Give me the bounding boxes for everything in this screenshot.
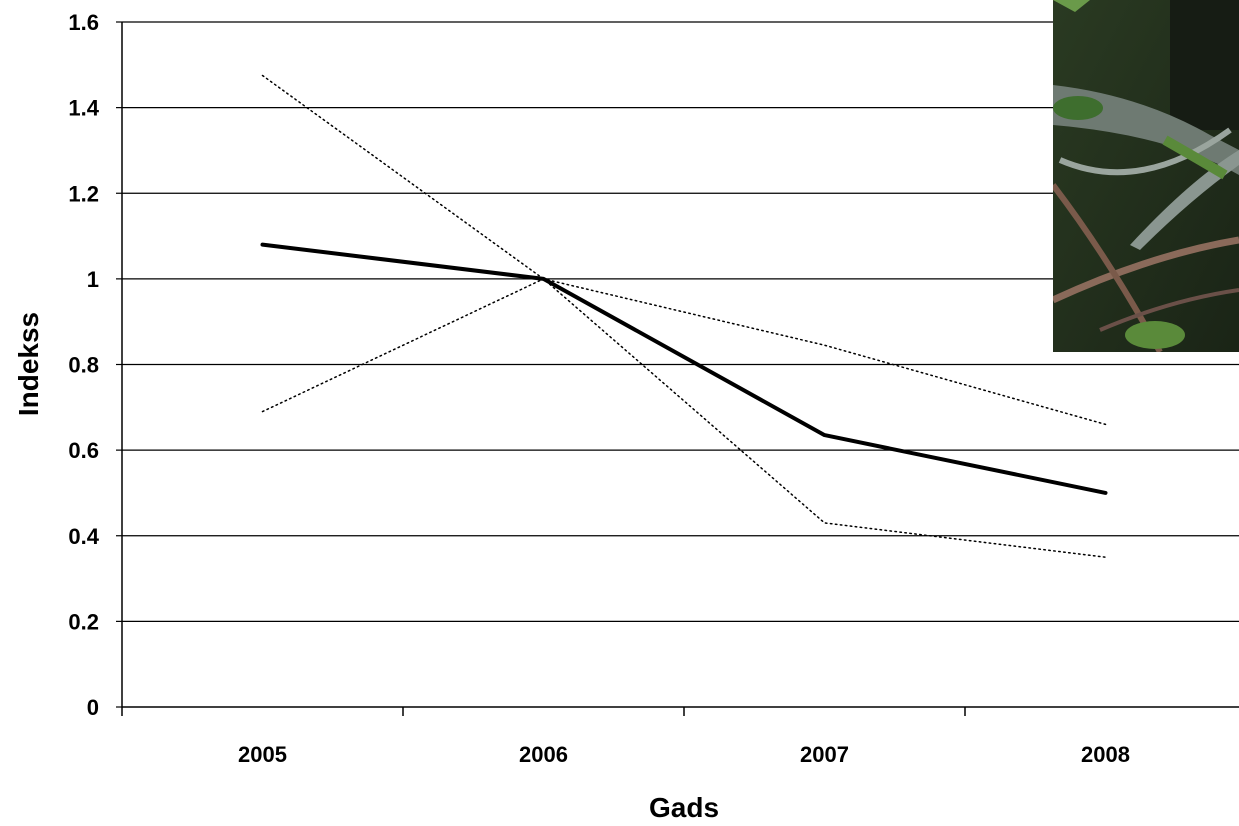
y-tick-label: 0.4 xyxy=(68,524,99,549)
y-tick-label: 0.6 xyxy=(68,438,99,463)
y-tick-label: 1.2 xyxy=(68,181,99,206)
gridlines xyxy=(122,21,1239,622)
x-tick-label: 2005 xyxy=(238,742,287,767)
index-line xyxy=(260,242,1108,495)
confidence-line xyxy=(261,74,1107,558)
y-tick-labels: 0 0.2 0.4 0.6 0.8 1 1.2 1.4 1.6 xyxy=(68,10,122,720)
confidence-line xyxy=(261,278,1107,426)
x-tick-label: 2006 xyxy=(519,742,568,767)
y-tick-label: 1.6 xyxy=(68,10,99,35)
x-tick-label: 2007 xyxy=(800,742,849,767)
y-tick-label: 0.8 xyxy=(68,353,99,378)
bird-photo xyxy=(1053,0,1239,352)
y-tick-label: 1 xyxy=(87,267,99,292)
x-axis: 2005 2006 2007 2008 xyxy=(121,22,1239,767)
x-tick-label: 2008 xyxy=(1081,742,1130,767)
y-tick-label: 0 xyxy=(87,695,99,720)
series-lines xyxy=(260,74,1108,558)
x-axis-title: Gads xyxy=(649,792,719,823)
y-tick-label: 1.4 xyxy=(68,96,99,121)
y-tick-label: 0.2 xyxy=(68,609,99,634)
y-axis-title: Indekss xyxy=(13,312,44,416)
